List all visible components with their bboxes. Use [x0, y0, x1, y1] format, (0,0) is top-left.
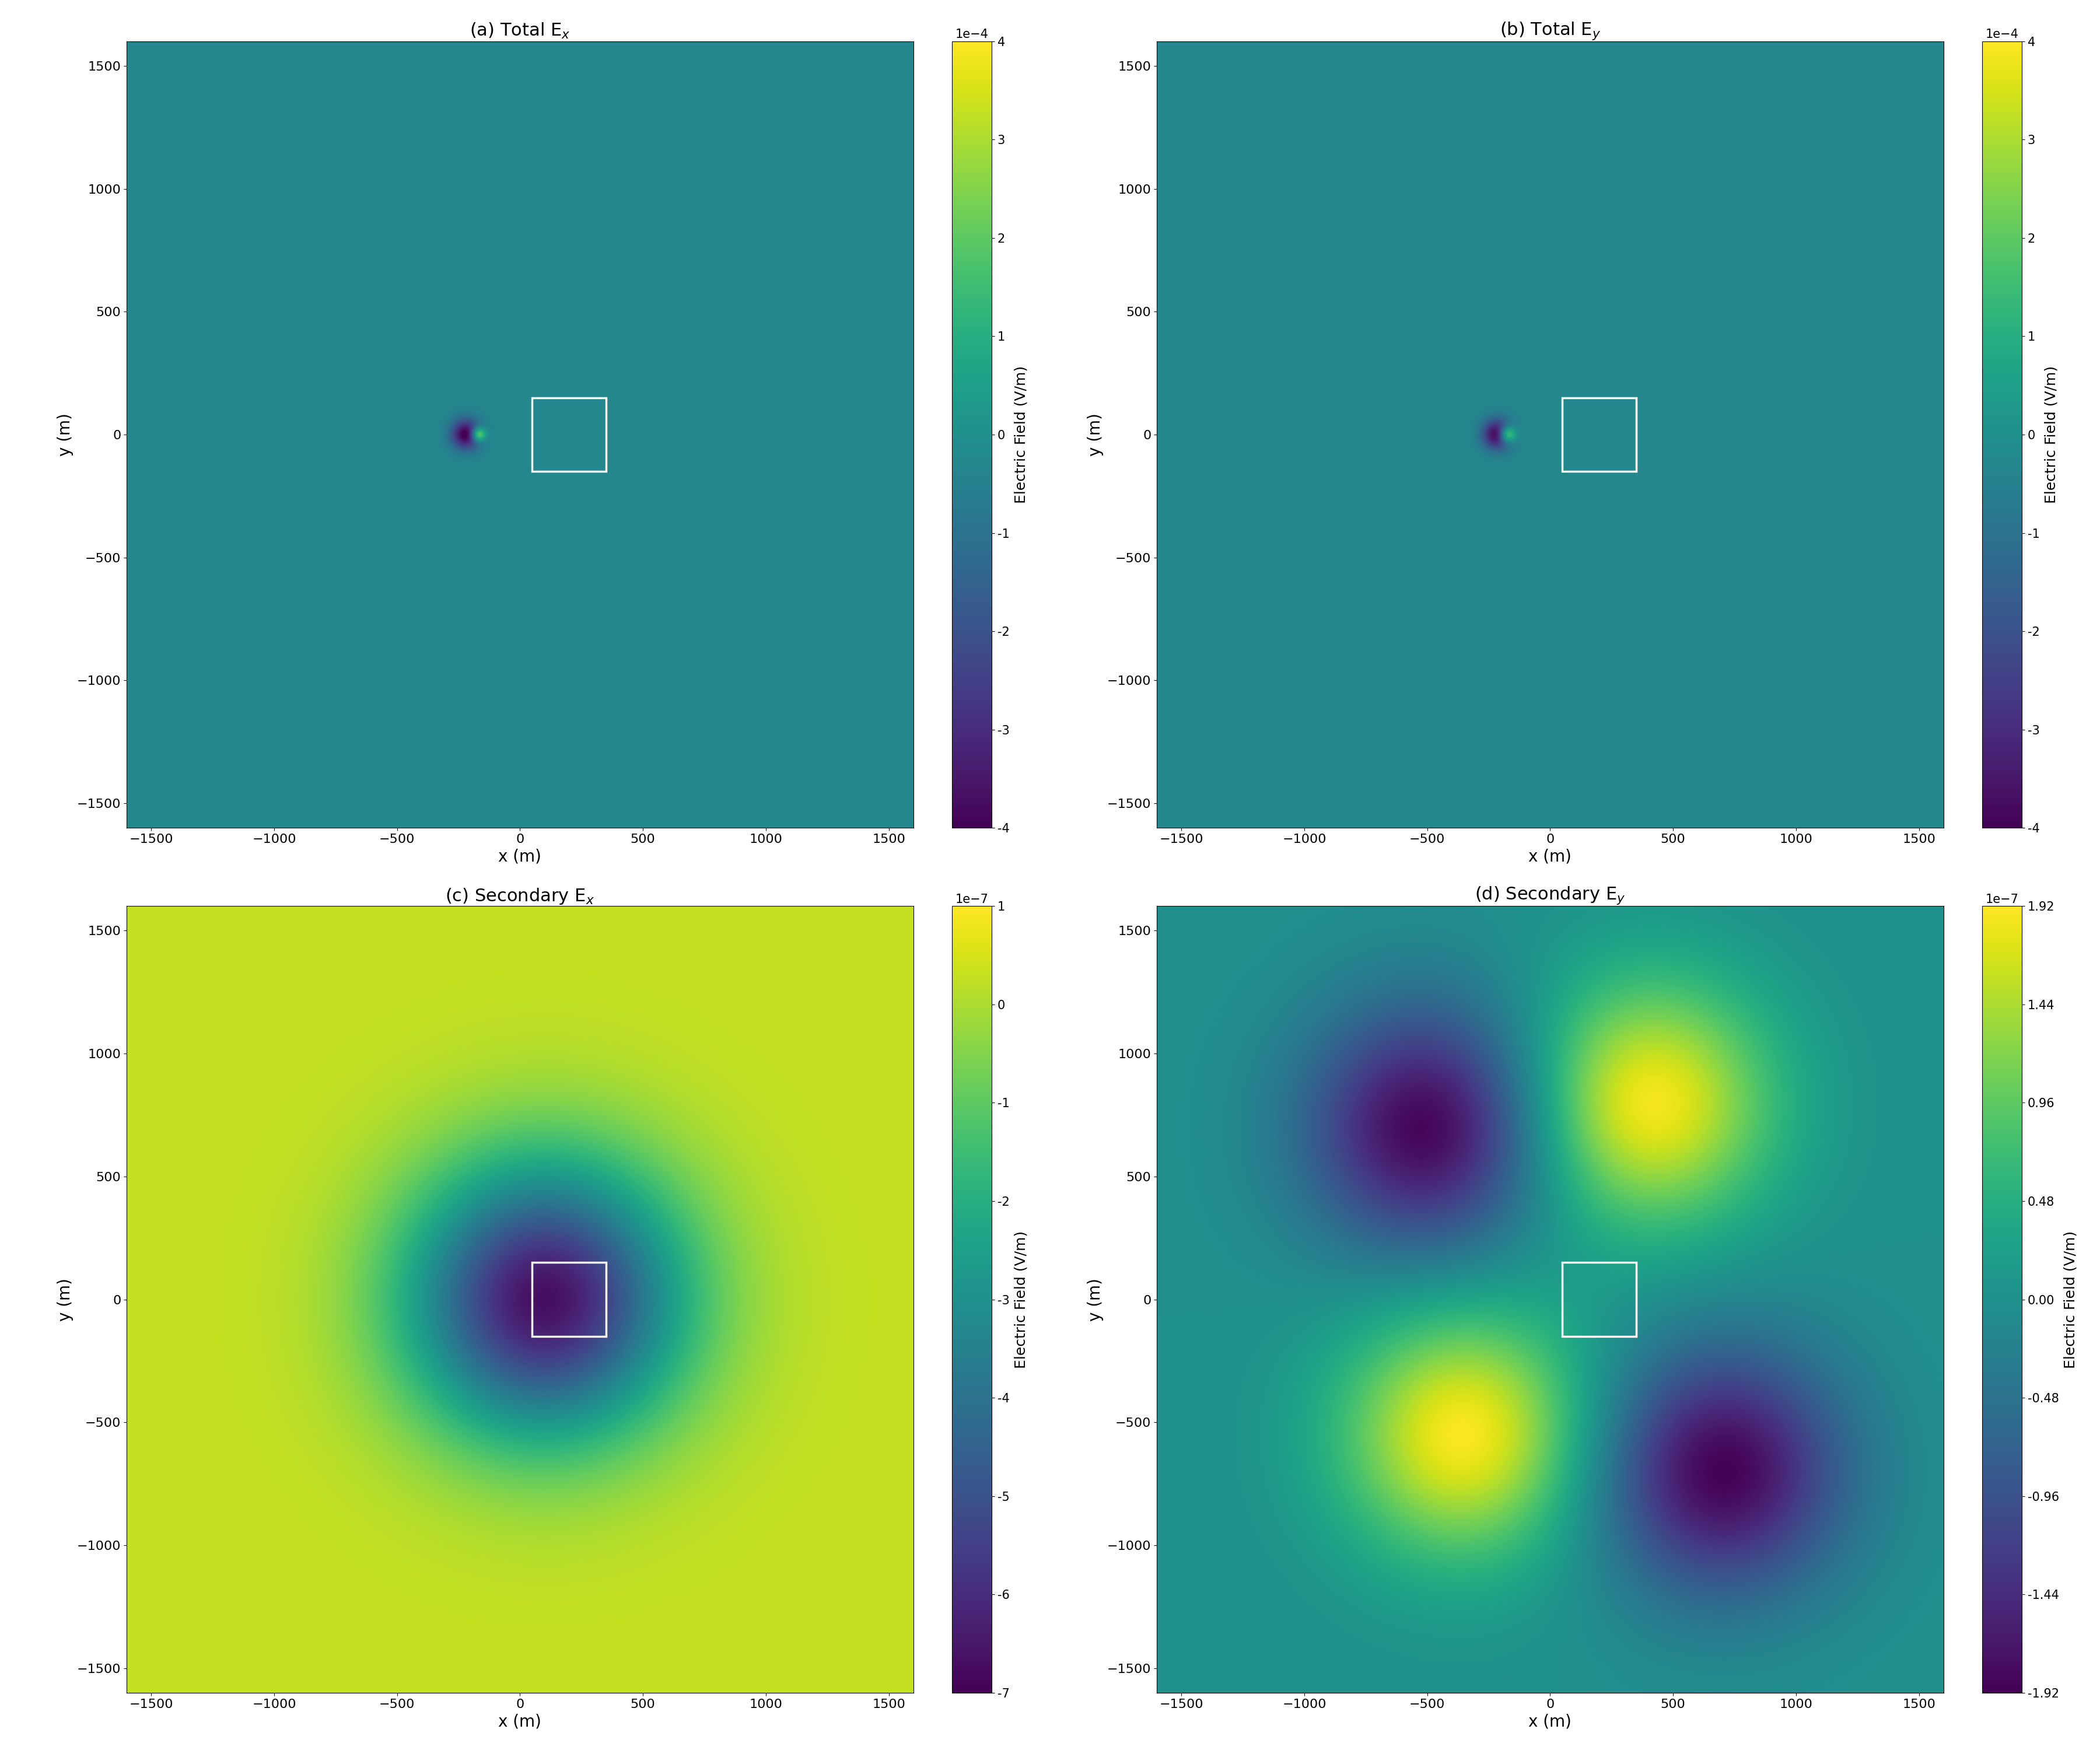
- Title: 1e−7: 1e−7: [956, 894, 989, 905]
- Title: 1e−4: 1e−4: [956, 28, 989, 40]
- Y-axis label: Electric Field (V/m): Electric Field (V/m): [2045, 366, 2058, 504]
- Title: (b) Total E$_y$: (b) Total E$_y$: [1499, 21, 1600, 42]
- Title: (a) Total E$_x$: (a) Total E$_x$: [470, 21, 571, 40]
- X-axis label: x (m): x (m): [1529, 849, 1571, 864]
- Y-axis label: Electric Field (V/m): Electric Field (V/m): [2064, 1230, 2077, 1368]
- Bar: [531, 1262, 607, 1337]
- X-axis label: x (m): x (m): [498, 1713, 542, 1729]
- Y-axis label: Electric Field (V/m): Electric Field (V/m): [1014, 1230, 1029, 1368]
- X-axis label: x (m): x (m): [498, 849, 542, 864]
- Title: 1e−4: 1e−4: [1985, 28, 2018, 40]
- Y-axis label: y (m): y (m): [57, 1278, 74, 1321]
- Y-axis label: y (m): y (m): [57, 413, 74, 457]
- Title: (c) Secondary E$_x$: (c) Secondary E$_x$: [445, 887, 594, 907]
- Title: 1e−7: 1e−7: [1985, 894, 2018, 905]
- Y-axis label: y (m): y (m): [1088, 1278, 1105, 1321]
- Y-axis label: Electric Field (V/m): Electric Field (V/m): [1014, 366, 1029, 504]
- Bar: [531, 397, 607, 471]
- Y-axis label: y (m): y (m): [1088, 413, 1105, 457]
- Title: (d) Secondary E$_y$: (d) Secondary E$_y$: [1474, 886, 1625, 907]
- Bar: [1562, 1262, 1636, 1337]
- X-axis label: x (m): x (m): [1529, 1713, 1571, 1729]
- Bar: [1562, 397, 1636, 471]
